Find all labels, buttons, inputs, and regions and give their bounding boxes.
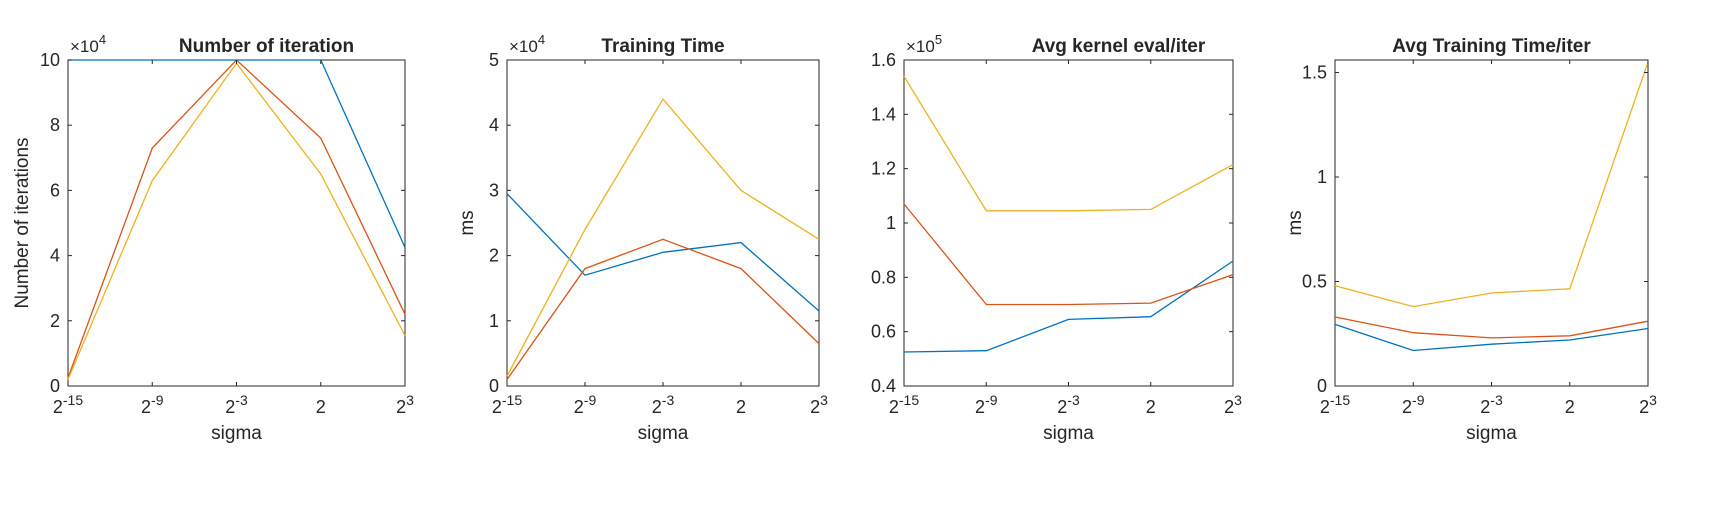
series-line-3 (506, 97, 820, 377)
y-tick-label: 1.6 (871, 50, 896, 70)
x-tick-label: 2-15 (53, 392, 83, 417)
chart-panel-3: 0.4 0.6 0.8 1 1.2 1.4 1.6 2-15 2-9 2-3 2 23 ×105 Avg … (871, 32, 1242, 444)
y-multiplier: ×105 (906, 32, 942, 56)
x-tick-label: 2-15 (492, 392, 522, 417)
x-tick-label: 23 (1224, 392, 1242, 417)
plot-frame (506, 59, 820, 387)
y-tick-label: 2 (50, 311, 60, 331)
x-tick-label: 2-9 (574, 392, 597, 417)
x-tick-label: 2-3 (652, 392, 675, 417)
series-line-2 (1334, 316, 1649, 339)
plot-frame (67, 59, 406, 387)
y-tick-label: 2 (489, 246, 499, 266)
x-tick-label: 2-3 (1057, 392, 1080, 417)
x-tick-label: 2-15 (889, 392, 919, 417)
y-multiplier: ×104 (509, 32, 545, 56)
series-line-3 (903, 75, 1234, 212)
y-tick-label: 3 (489, 180, 499, 200)
x-axis-label: sigma (1466, 423, 1517, 444)
chart-title: Training Time (601, 36, 724, 57)
y-tick-label: 6 (50, 180, 60, 200)
x-tick-label: 2-15 (1320, 392, 1350, 417)
y-tick-label: 0 (50, 376, 60, 396)
x-tick-label: 2-9 (1402, 392, 1425, 417)
plot-frame (903, 59, 1234, 387)
chart-title: Avg Training Time/iter (1392, 36, 1591, 57)
x-tick-label: 2-3 (1480, 392, 1503, 417)
series-line-1 (903, 260, 1234, 353)
y-tick-label: 4 (50, 246, 60, 266)
y-tick-label: 5 (489, 50, 499, 70)
x-tick-label: 2-9 (975, 392, 998, 417)
y-tick-label: 1.5 (1302, 63, 1327, 83)
x-tick-label: 23 (396, 392, 414, 417)
x-tick-label: 2 (316, 397, 326, 417)
chart-title: Avg kernel eval/iter (1032, 36, 1206, 57)
x-axis-label: sigma (1043, 423, 1094, 444)
chart-panel-1: 0 2 4 6 8 10 2-15 2-9 2-3 2 23 ×104 Number of iterat… (12, 32, 414, 444)
chart-title: Number of iteration (179, 36, 354, 57)
y-tick-label: 0.8 (871, 267, 896, 287)
y-tick-label: 10 (40, 50, 60, 70)
x-axis-label: sigma (211, 423, 262, 444)
x-tick-label: 2 (1565, 397, 1575, 417)
x-tick-label: 2-9 (141, 392, 164, 417)
x-axis-label: sigma (638, 423, 689, 444)
y-tick-label: 1.2 (871, 159, 896, 179)
x-tick-label: 2 (736, 397, 746, 417)
y-tick-label: 1 (489, 311, 499, 331)
y-tick-label: 0 (489, 376, 499, 396)
x-tick-label: 23 (1639, 392, 1657, 417)
y-tick-label: 0.5 (1302, 272, 1327, 292)
y-tick-label: 4 (489, 115, 499, 135)
series-line-1 (1334, 323, 1649, 352)
y-tick-label: 0.4 (871, 376, 896, 396)
y-tick-label: 1.4 (871, 104, 896, 124)
y-axis-label: ms (457, 210, 478, 235)
y-tick-label: 0.6 (871, 322, 896, 342)
y-tick-label: 8 (50, 115, 60, 135)
plot-frame (1334, 59, 1649, 387)
y-multiplier: ×104 (70, 32, 106, 56)
y-tick-label: 1 (886, 213, 896, 233)
chart-panel-4: 0 0.5 1 1.5 2-15 2-9 2-3 2 23 Avg Training Time/i… (1285, 36, 1657, 444)
x-tick-label: 23 (810, 392, 828, 417)
series-line-2 (903, 203, 1234, 306)
y-tick-label: 0 (1317, 376, 1327, 396)
series-line-2 (506, 238, 820, 380)
series-line-3 (1334, 61, 1649, 308)
x-tick-label: 2-3 (225, 392, 248, 417)
y-axis-label: Number of iterations (12, 137, 33, 308)
series-line-1 (506, 193, 820, 312)
y-axis-label: ms (1285, 210, 1306, 235)
y-tick-label: 1 (1317, 167, 1327, 187)
x-tick-label: 2 (1146, 397, 1156, 417)
